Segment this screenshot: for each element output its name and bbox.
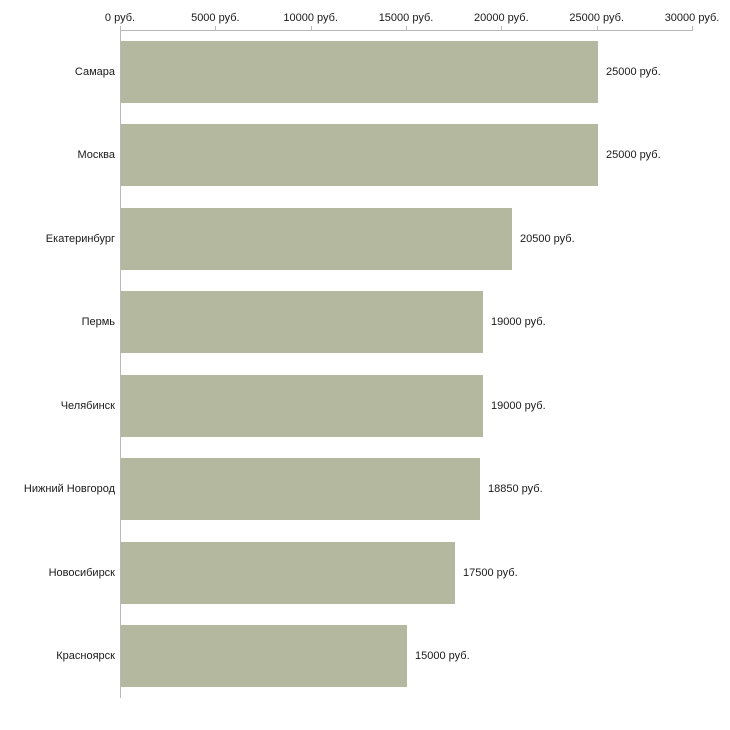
category-label: Москва xyxy=(77,149,115,162)
x-tick-mark xyxy=(406,26,407,30)
x-tick-mark xyxy=(692,26,693,30)
x-tick-label: 30000 руб. xyxy=(664,12,720,24)
bar-area: 25000 руб. xyxy=(121,124,730,187)
x-tick-mark xyxy=(120,26,121,30)
bar xyxy=(121,291,483,354)
bar-row: Пермь 19000 руб. xyxy=(0,281,730,365)
x-tick-mark xyxy=(310,26,312,30)
bar-area: 25000 руб. xyxy=(121,40,730,103)
bar-row: Челябинск 19000 руб. xyxy=(0,364,730,448)
bar-row: Екатеринбург 20500 руб. xyxy=(0,197,730,281)
bar-row: Новосибирск 17500 руб. xyxy=(0,531,730,615)
x-tick-mark xyxy=(501,26,503,30)
bar xyxy=(121,541,455,604)
x-tick-mark xyxy=(215,26,217,30)
bar-rows: Самара 25000 руб. Москва 25000 руб. Екатерин… xyxy=(0,30,730,698)
x-tick-label: 5000 руб. xyxy=(191,12,240,24)
bar-row: Москва 25000 руб. xyxy=(0,114,730,198)
bar-row: Нижний Новгород 18850 руб. xyxy=(0,448,730,532)
x-tick-label: 25000 руб. xyxy=(569,12,624,24)
bar xyxy=(121,124,598,187)
bar xyxy=(121,625,407,688)
value-label: 25000 руб. xyxy=(606,65,661,78)
x-tick-label: 20000 руб. xyxy=(474,12,529,24)
bar-area: 17500 руб. xyxy=(121,541,730,604)
bar xyxy=(121,207,512,270)
value-label: 19000 руб. xyxy=(491,316,546,329)
value-label: 19000 руб. xyxy=(491,399,546,412)
x-tick-mark xyxy=(596,26,598,30)
bar xyxy=(121,374,483,437)
category-label: Пермь xyxy=(81,316,115,329)
value-label: 17500 руб. xyxy=(463,566,518,579)
bar-row: Самара 25000 руб. xyxy=(0,30,730,114)
bar-area: 19000 руб. xyxy=(121,374,730,437)
value-label: 20500 руб. xyxy=(520,232,575,245)
x-tick-label: 0 руб. xyxy=(104,12,136,24)
bar-area: 15000 руб. xyxy=(121,625,730,688)
x-axis-line xyxy=(120,30,692,31)
bar-row: Красноярск 15000 руб. xyxy=(0,615,730,699)
bar-area: 20500 руб. xyxy=(121,207,730,270)
category-label: Красноярск xyxy=(56,650,115,663)
category-label: Челябинск xyxy=(60,399,115,412)
value-label: 15000 руб. xyxy=(415,650,470,663)
value-label: 18850 руб. xyxy=(488,483,543,496)
bar-area: 19000 руб. xyxy=(121,291,730,354)
category-label: Новосибирск xyxy=(48,566,115,579)
category-label: Самара xyxy=(74,65,115,78)
y-axis-line xyxy=(120,30,121,698)
bar xyxy=(121,40,598,103)
x-tick-label: 10000 руб. xyxy=(283,12,338,24)
category-label: Екатеринбург xyxy=(45,232,115,245)
bar-area: 18850 руб. xyxy=(121,458,730,521)
x-tick-label: 15000 руб. xyxy=(378,12,434,24)
bar xyxy=(121,458,480,521)
category-label: Нижний Новгород xyxy=(23,483,115,496)
value-label: 25000 руб. xyxy=(606,149,661,162)
